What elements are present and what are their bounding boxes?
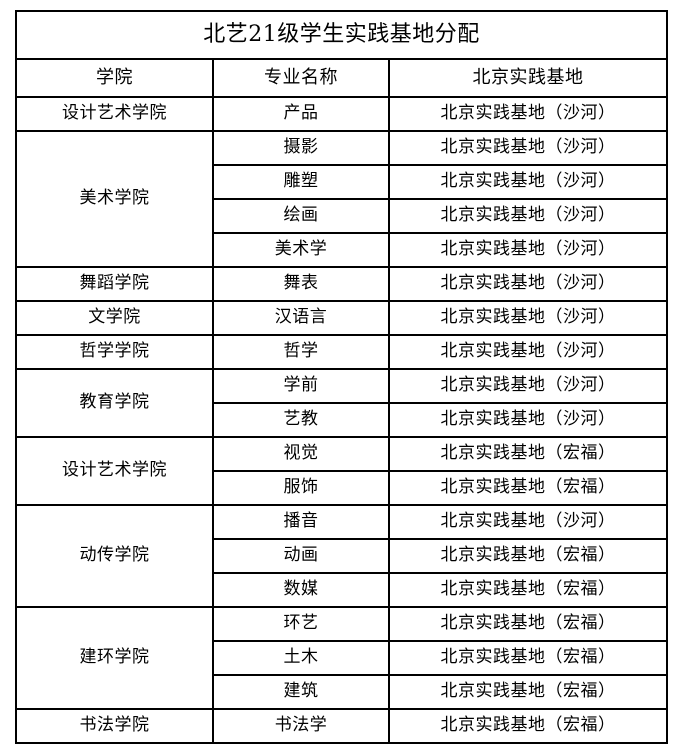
cell-practice-base: 北京实践基地（沙河） — [387, 96, 669, 132]
table-row: 动传学院 播音 北京实践基地（沙河） — [15, 504, 669, 608]
cell-college: 建环学院 — [15, 606, 214, 710]
cell-practice-base: 北京实践基地（宏福） — [387, 436, 669, 472]
practice-base-allocation-table: 北艺21级学生实践基地分配 学院 专业名称 北京实践基地 设计艺术学院 产品 北京实… — [14, 10, 669, 744]
table-row: 服饰 北京实践基地（宏福） — [16, 470, 669, 506]
cell-practice-base: 北京实践基地（宏福） — [387, 606, 669, 642]
cell-major: 艺教 — [212, 402, 390, 438]
table-row: 舞蹈学院 舞表 北京实践基地（沙河） — [15, 266, 669, 302]
cell-practice-base: 北京实践基地（沙河） — [387, 232, 669, 268]
cell-practice-base: 北京实践基地（宏福） — [387, 470, 669, 506]
cell-major: 播音 — [212, 504, 390, 540]
cell-major: 汉语言 — [212, 300, 390, 336]
table-row: 绘画 北京实践基地（沙河） — [16, 198, 669, 234]
table-row: 文学院 汉语言 北京实践基地（沙河） — [15, 300, 669, 336]
cell-major: 哲学 — [212, 334, 390, 370]
cell-practice-base: 北京实践基地（沙河） — [387, 198, 669, 234]
cell-college: 设计艺术学院 — [15, 96, 214, 132]
cell-practice-base: 北京实践基地（宏福） — [387, 708, 669, 744]
title-row: 北艺21级学生实践基地分配 — [14, 10, 669, 60]
cell-practice-base: 北京实践基地（沙河） — [387, 130, 669, 166]
table-row: 美术学 北京实践基地（沙河） — [16, 232, 669, 268]
cell-college: 文学院 — [15, 300, 214, 336]
table-row: 艺教 北京实践基地（沙河） — [16, 402, 669, 438]
cell-major: 绘画 — [212, 198, 390, 234]
table-row: 土木 北京实践基地（宏福） — [16, 640, 669, 676]
cell-practice-base: 北京实践基地（宏福） — [387, 640, 669, 676]
table-row: 设计艺术学院 产品 北京实践基地（沙河） — [15, 96, 669, 132]
cell-practice-base: 北京实践基地（宏福） — [387, 538, 669, 574]
table-row: 书法学院 书法学 北京实践基地（宏福） — [15, 708, 669, 744]
column-header-row: 学院 专业名称 北京实践基地 — [15, 58, 669, 98]
cell-major: 动画 — [212, 538, 390, 574]
cell-college: 设计艺术学院 — [15, 436, 214, 506]
cell-major: 产品 — [212, 96, 390, 132]
cell-college: 书法学院 — [15, 708, 214, 744]
cell-major: 环艺 — [212, 606, 390, 642]
table-row: 雕塑 北京实践基地（沙河） — [16, 164, 669, 200]
cell-major: 建筑 — [212, 674, 390, 710]
table-row: 美术学院 摄影 北京实践基地（沙河） — [15, 130, 669, 268]
cell-major: 数媒 — [212, 572, 390, 608]
column-header-college: 学院 — [15, 58, 214, 98]
cell-practice-base: 北京实践基地（沙河） — [387, 402, 669, 438]
table-row: 设计艺术学院 视觉 北京实践基地（宏福） — [15, 436, 669, 506]
table-row: 哲学学院 哲学 北京实践基地（沙河） — [15, 334, 669, 370]
cell-practice-base: 北京实践基地（沙河） — [387, 164, 669, 200]
cell-practice-base: 北京实践基地（沙河） — [387, 266, 669, 302]
cell-major: 雕塑 — [212, 164, 390, 200]
cell-practice-base: 北京实践基地（沙河） — [387, 300, 669, 336]
cell-major: 视觉 — [212, 436, 390, 472]
column-header-major: 专业名称 — [212, 58, 390, 98]
cell-major: 舞表 — [212, 266, 390, 302]
cell-practice-base: 北京实践基地（沙河） — [387, 504, 669, 540]
table-row: 教育学院 学前 北京实践基地（沙河） — [15, 368, 669, 438]
cell-major: 美术学 — [212, 232, 390, 268]
cell-major: 服饰 — [212, 470, 390, 506]
cell-college: 舞蹈学院 — [15, 266, 214, 302]
table-title: 北艺21级学生实践基地分配 — [14, 10, 669, 60]
cell-college: 哲学学院 — [15, 334, 214, 370]
table-body: 设计艺术学院 产品 北京实践基地（沙河） 美术学院 摄影 北京实践基地（沙河） 雕塑 北京实践… — [15, 96, 669, 744]
table-row: 动画 北京实践基地（宏福） — [16, 538, 669, 574]
cell-practice-base: 北京实践基地（沙河） — [387, 334, 669, 370]
cell-practice-base: 北京实践基地（沙河） — [387, 368, 669, 404]
cell-major: 学前 — [212, 368, 390, 404]
cell-college: 美术学院 — [15, 130, 214, 268]
cell-practice-base: 北京实践基地（宏福） — [387, 674, 669, 710]
cell-major: 书法学 — [212, 708, 390, 744]
cell-major: 摄影 — [212, 130, 390, 166]
spreadsheet-canvas: 北艺21级学生实践基地分配 学院 专业名称 北京实践基地 设计艺术学院 产品 北京实… — [14, 10, 669, 744]
cell-college: 动传学院 — [15, 504, 214, 608]
table-row: 数媒 北京实践基地（宏福） — [16, 572, 669, 608]
cell-major: 土木 — [212, 640, 390, 676]
table-row: 建环学院 环艺 北京实践基地（宏福） — [15, 606, 669, 710]
table-header: 北艺21级学生实践基地分配 学院 专业名称 北京实践基地 — [14, 10, 669, 98]
column-header-base: 北京实践基地 — [387, 58, 669, 98]
cell-college: 教育学院 — [15, 368, 214, 438]
cell-practice-base: 北京实践基地（宏福） — [387, 572, 669, 608]
